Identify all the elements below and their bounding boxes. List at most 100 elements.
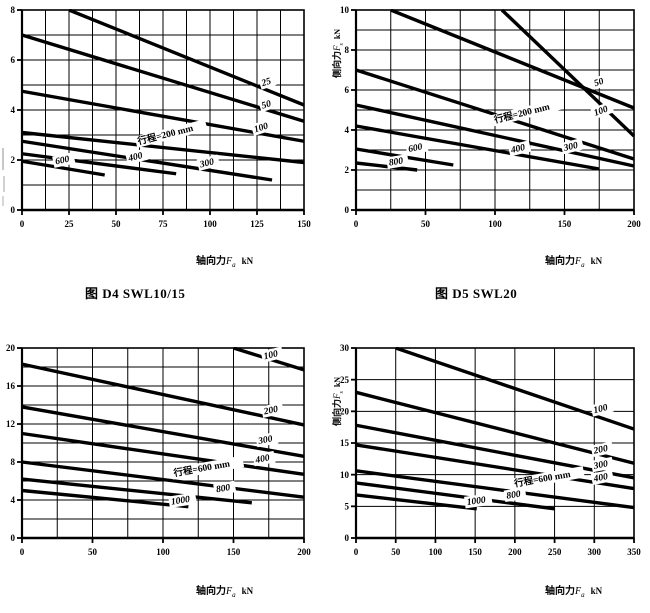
curve-label-halo: [590, 469, 614, 485]
xaxis-label-subscript: a: [581, 261, 585, 269]
yaxis-label-unit: kN: [333, 28, 342, 40]
xaxis-label-symbol: F: [226, 586, 233, 597]
x-tick-label: 0: [354, 547, 359, 557]
curve-label-25: 25: [258, 73, 277, 90]
x-tick-label: 50: [421, 219, 431, 229]
figure-d4-caption: 图 D4 SWL10/15: [85, 286, 186, 301]
curve-label-text: 200: [262, 405, 279, 418]
curve-label-text: 600: [407, 142, 423, 155]
curve-label-100: 100: [260, 346, 285, 363]
y-tick-label: 15: [340, 438, 350, 448]
curve-label-halo: [134, 119, 208, 148]
x-tick-label: 100: [429, 547, 443, 557]
curve-label-100: 100: [590, 101, 615, 120]
series-line-25: [68, 9, 305, 107]
curve-label-text: 400: [592, 472, 609, 485]
chart-d5-yaxis-label: 侧向力Fs kN: [330, 29, 345, 78]
curve-label-halo: [590, 101, 615, 120]
curve-label-50: 50: [258, 96, 277, 113]
y-tick-label: 4: [345, 125, 350, 135]
xaxis-label-symbol: F: [575, 586, 582, 597]
curve-label-600: 行程=600 mm: [511, 466, 585, 491]
x-axis-ticks: 0 25 50 75 100 125 150: [20, 210, 311, 229]
y-tick-label: 8: [11, 457, 16, 467]
figure-d5: 0 2 4 6 8 10 0 50 100 150 200 50 100 行程=200 mm 300 400 6…: [330, 0, 650, 310]
xaxis-label-unit: kN: [241, 256, 254, 266]
curve-label-text: 400: [126, 151, 143, 164]
curve-label-halo: [170, 455, 245, 480]
series-line-400: [21, 152, 177, 176]
chart-d6-xaxis-label: 轴向力Fa kN: [196, 582, 253, 599]
curve-label-text: 200: [592, 444, 609, 457]
xaxis-label-cn: 轴向力: [545, 256, 575, 267]
curve-label-text: 100: [263, 349, 279, 362]
y-tick-label: 16: [6, 381, 16, 391]
curve-label-halo: [260, 402, 285, 418]
curve-label-halo: [511, 466, 585, 491]
curve-label-text: 1000: [170, 495, 191, 508]
figure-d5-caption: 图 D5 SWL20: [435, 286, 518, 301]
curve-label-halo: [255, 431, 279, 448]
xaxis-label-cn: 轴向力: [196, 586, 226, 597]
xaxis-label-cn: 轴向力: [545, 586, 575, 597]
xaxis-label-unit: kN: [590, 586, 603, 596]
y-tick-label: 4: [11, 105, 16, 115]
series-line-300: [355, 103, 635, 168]
series-line-50: [21, 33, 305, 123]
xaxis-label-subscript: a: [232, 591, 236, 599]
curve-label-halo: [250, 118, 275, 136]
series-line-800: [21, 477, 253, 505]
y-tick-label: 6: [345, 85, 350, 95]
x-axis-ticks: 0 50 100 150 200: [20, 538, 311, 557]
yaxis-label-symbol: F: [332, 45, 342, 51]
x-tick-label: 300: [588, 547, 602, 557]
y-tick-label: 30: [340, 343, 350, 353]
yaxis-label-cn: 侧向力: [332, 398, 342, 426]
yaxis-label-subscript: s: [338, 391, 345, 394]
figure-d6: 0 4 8 12 16 20 0 50 100 150 200 100 200 300 400 行程=600 …: [0, 338, 320, 613]
xaxis-label-subscript: a: [581, 591, 585, 599]
curve-label-halo: [125, 148, 149, 165]
curve-label-halo: [52, 152, 76, 168]
xaxis-label-cn: 轴向力: [196, 256, 226, 267]
curve-label-text: 25: [260, 77, 273, 90]
y-tick-label: 25: [340, 375, 350, 385]
curve-label-300: 300: [196, 154, 221, 171]
x-tick-label: 250: [548, 547, 562, 557]
y-tick-label: 6: [11, 55, 16, 65]
series-line-400: [355, 443, 635, 491]
grid-lines: [355, 347, 635, 539]
curve-label-800: 800: [386, 154, 409, 169]
x-tick-label: 75: [159, 219, 169, 229]
yaxis-label-cn: 侧向力: [332, 50, 342, 78]
x-tick-label: 125: [250, 219, 264, 229]
x-tick-label: 200: [297, 547, 311, 557]
chart-d5-xaxis-label: 轴向力Fa kN: [545, 252, 602, 269]
curve-label-400: 400: [507, 140, 532, 157]
figure-d4: 0 2 4 6 8 0 25 50 75 100 125 150 25 50 100 行程=200 mm 300…: [0, 0, 320, 310]
x-tick-label: 350: [627, 547, 641, 557]
curve-label-600: 600: [52, 152, 76, 168]
series-line-300: [21, 139, 273, 182]
curve-label-300: 300: [590, 456, 614, 473]
curve-label-halo: [258, 96, 277, 113]
xaxis-label-symbol: F: [226, 256, 233, 267]
series-line-800: [355, 161, 418, 172]
curve-label-text: 800: [215, 483, 231, 495]
curve-label-text: 50: [260, 99, 272, 112]
x-tick-label: 150: [227, 547, 241, 557]
curve-label-text: 800: [506, 490, 522, 502]
curve-label-300: 300: [255, 431, 279, 448]
yaxis-label-subscript: s: [338, 43, 345, 46]
x-tick-label: 200: [627, 219, 641, 229]
series-line-200: [355, 390, 635, 465]
curve-label-400: 400: [125, 148, 149, 165]
chart-d4-xaxis-label: 轴向力Fa kN: [196, 252, 253, 269]
curve-label-halo: [590, 456, 614, 473]
curve-label-halo: [258, 73, 277, 90]
x-tick-label: 100: [203, 219, 217, 229]
y-axis-ticks: 0 5 10 15 20 25 30: [340, 343, 356, 543]
series-line-200: [21, 362, 305, 427]
series-line-1000: [355, 493, 477, 511]
